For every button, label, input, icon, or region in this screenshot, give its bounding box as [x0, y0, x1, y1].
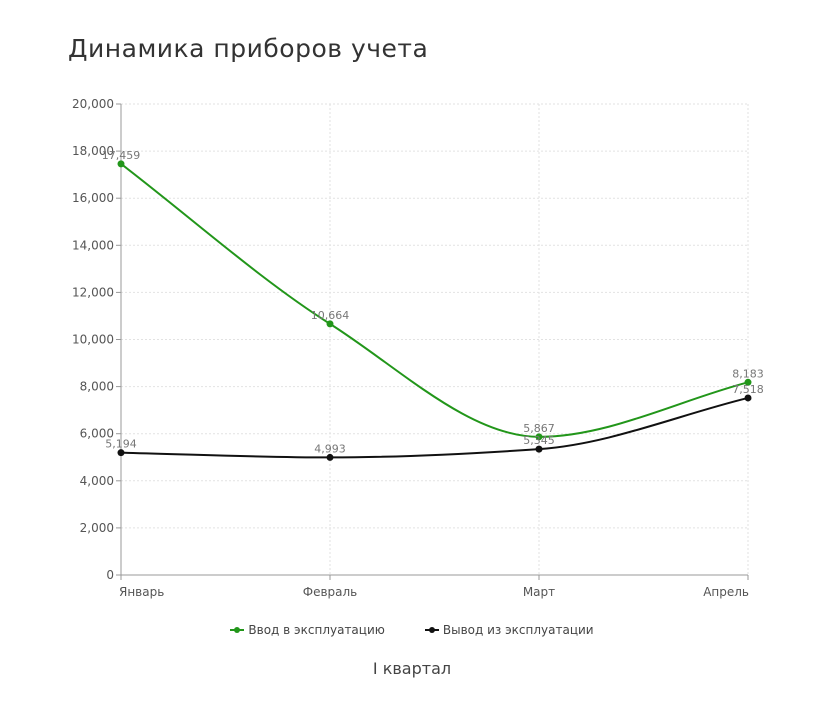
- y-tick-label: 8,000: [80, 380, 114, 394]
- y-tick-label: 12,000: [72, 285, 114, 299]
- chart-title: Динамика приборов учета: [68, 34, 429, 63]
- data-point: [326, 453, 334, 461]
- legend-label: Вывод из эксплуатации: [442, 623, 594, 637]
- data-point: [326, 320, 334, 328]
- legend-marker-icon: [428, 627, 435, 633]
- legend-swatch: [230, 627, 245, 633]
- legend-marker-icon: [234, 627, 241, 633]
- legend-swatch: [424, 627, 439, 633]
- series-line-1: [120, 396, 749, 459]
- data-label: 8,183: [732, 367, 764, 380]
- y-tick-label: 2,000: [80, 521, 114, 535]
- x-axis-title: I квартал: [372, 659, 452, 678]
- data-label: 5,867: [523, 422, 555, 435]
- x-tick-label: Январь: [119, 585, 164, 599]
- data-label: 7,518: [732, 383, 764, 396]
- data-point: [744, 378, 752, 386]
- x-tick-label: Апрель: [703, 585, 749, 599]
- data-label: 10,664: [311, 309, 350, 322]
- y-tick-label: 16,000: [72, 191, 114, 205]
- legend: Ввод в эксплуатацию Вывод из эксплуатации: [0, 620, 824, 637]
- data-label: 4,993: [314, 442, 346, 455]
- y-tick-label: 6,000: [80, 427, 114, 441]
- data-label: 5,194: [105, 438, 137, 451]
- y-tick-label: 4,000: [80, 474, 114, 488]
- data-point: [117, 160, 125, 168]
- x-tick-label: Февраль: [303, 585, 358, 599]
- y-tick-label: 18,000: [72, 144, 114, 158]
- y-tick-label: 20,000: [72, 97, 114, 111]
- y-tick-label: 0: [106, 568, 114, 582]
- y-tick-label: 14,000: [72, 238, 114, 252]
- legend-item[interactable]: Вывод из эксплуатации: [424, 623, 594, 637]
- data-point: [535, 445, 543, 453]
- x-tick-label: Март: [523, 585, 555, 599]
- data-label: 5,345: [523, 434, 555, 447]
- data-point: [117, 449, 125, 457]
- data-label: 17,459: [102, 149, 141, 162]
- data-point: [744, 394, 752, 402]
- data-point: [535, 433, 543, 441]
- legend-label: Ввод в эксплуатацию: [248, 623, 385, 637]
- series-line-0: [120, 163, 749, 438]
- y-tick-label: 10,000: [72, 333, 114, 347]
- legend-item[interactable]: Ввод в эксплуатацию: [230, 623, 385, 637]
